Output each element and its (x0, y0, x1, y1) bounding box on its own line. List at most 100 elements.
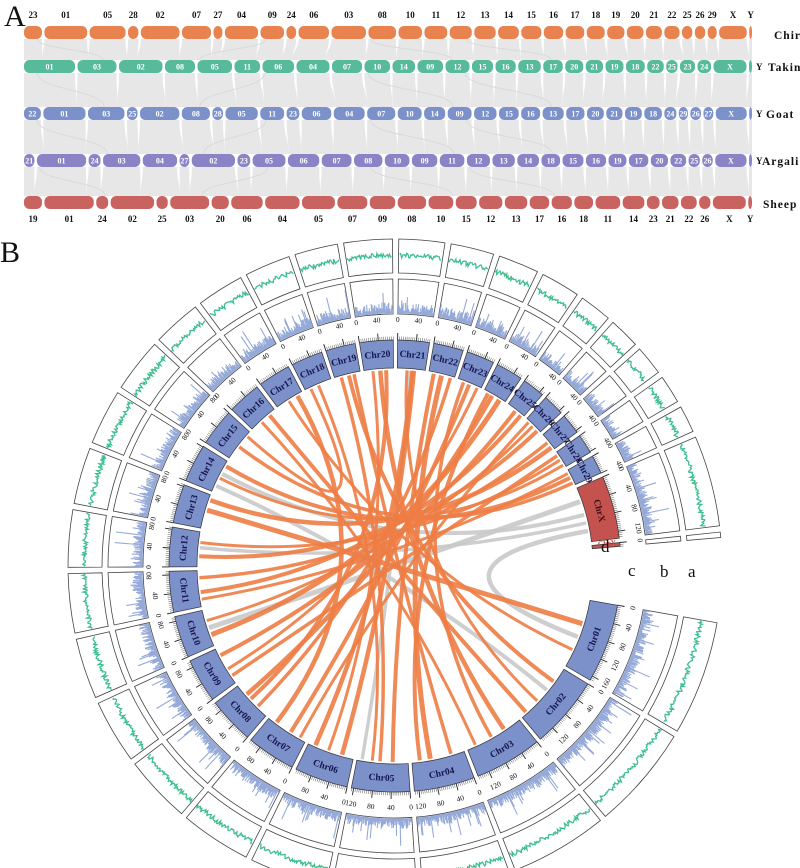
chr-segment-chiru-01 (44, 26, 88, 39)
chr-segment-sheep-20 (211, 196, 229, 209)
chr-segment-argali-22 (670, 154, 687, 167)
chr-segment-chiru-18 (586, 26, 605, 39)
tick-label-Chr29-40: 40 (614, 459, 625, 470)
synteny-link-gray (486, 528, 589, 639)
synteny-link-orange (199, 429, 539, 559)
chr-segment-label: 26 (696, 10, 706, 20)
synteny-ribbon (521, 120, 544, 154)
hist-track-box-Chr03 (487, 761, 576, 834)
chr-segment-label: 06 (242, 214, 252, 224)
synteny-ribbon (88, 39, 128, 60)
chr-segment-argali-14 (517, 154, 539, 167)
tick-label-Chr20-40: 40 (373, 315, 381, 325)
synteny-ribbon (493, 73, 517, 107)
major-ticks-Chr26 (545, 392, 565, 412)
chr-band-Chr02 (521, 668, 589, 740)
synteny-ribbon (707, 39, 719, 60)
chr-band-Chr05 (350, 759, 411, 793)
chr-segment-sheep-13 (504, 196, 528, 209)
chr-segment-label: 04 (278, 214, 288, 224)
synteny-cross-line (199, 72, 265, 108)
chr-segment-chiru-29 (707, 26, 717, 39)
chr-segment-label: 25 (683, 10, 693, 20)
chr-segment-label: 27 (704, 110, 712, 119)
chr-segment-sheep-09 (369, 196, 396, 209)
synteny-ribbon (608, 167, 629, 196)
synteny-ribbon (625, 73, 647, 107)
synteny-ribbon (383, 167, 411, 196)
chr-segment-label: 29 (708, 10, 718, 20)
major-ticks-Chr02 (552, 683, 595, 734)
chr-segment-takin-14 (392, 60, 415, 73)
chr-segment-label: 19 (611, 63, 619, 72)
tick-label-Chr19-0: 0 (316, 326, 323, 336)
chr-segment-label: 17 (549, 63, 557, 72)
minor-ticks-ChrY (619, 543, 624, 547)
chr-segment-label: 04 (156, 157, 164, 166)
gc-line-Chr17 (209, 290, 250, 316)
chr-segment-takin-16 (495, 60, 516, 73)
tick-label-Chr19-40: 40 (335, 321, 345, 332)
synteny-cross-line (36, 119, 108, 155)
chr-segment-takin-25 (666, 60, 678, 73)
chr-segment-label: 22 (652, 63, 660, 72)
chr-segment-label: 11 (448, 157, 456, 166)
chr-band-Chr17 (260, 366, 303, 408)
minor-ticks-Chr01 (590, 606, 621, 682)
chr-segment-label: 17 (535, 214, 545, 224)
chr-segment-goat-03 (87, 107, 125, 120)
minor-ticks-Chr22 (435, 340, 465, 351)
chr-segment-sheep-14 (622, 196, 645, 209)
synteny-link-orange (390, 373, 436, 763)
major-ticks-Chr04 (418, 777, 477, 798)
chr-segment-sheep-04 (265, 196, 300, 209)
chr-segment-label: 06 (274, 63, 282, 72)
chr-segment-label: 02 (128, 214, 138, 224)
synteny-ribbon (702, 167, 716, 196)
chr-segment-argali-13 (492, 154, 515, 167)
tick-label-Chr02-120: 120 (556, 732, 571, 746)
chr-segment-takin-15 (472, 60, 493, 73)
histogram-Chr10 (137, 623, 164, 672)
panel-b-letter: B (0, 236, 21, 269)
chr-segment-goat-23 (286, 107, 300, 120)
synteny-ribbon (127, 39, 139, 60)
chr-segment-argali-27 (179, 154, 190, 167)
chr-segment-label: 23 (649, 214, 659, 224)
synteny-link-orange (201, 472, 569, 601)
line-track-box-Chr12 (67, 509, 107, 568)
chr-band-Chr03 (467, 719, 538, 777)
tick-label-Chr21-40: 40 (414, 316, 423, 326)
synteny-ribbon (416, 73, 445, 107)
minor-ticks-ChrX (603, 477, 623, 538)
chr-band-Chr13 (172, 484, 211, 529)
chr-segment-sheep-17 (529, 196, 550, 209)
chr-segment-label: Y (756, 109, 763, 119)
chr-segment-takin-10 (364, 60, 390, 73)
chr-segment-argali-03 (103, 154, 141, 167)
tick-label-Chr10-0: 0 (169, 660, 179, 667)
chr-segment-sheep-18 (574, 196, 594, 209)
tick-label-Chr13-80: 80 (159, 474, 170, 484)
minor-ticks-Chr26 (546, 396, 564, 413)
chr-segment-argali-09 (411, 154, 438, 167)
chr-segment-label: 23 (289, 110, 297, 119)
chr-segment-label: 12 (486, 214, 496, 224)
synteny-ribbon (664, 73, 678, 107)
synteny-cross-line (367, 72, 454, 108)
synteny-cross-line (465, 38, 552, 61)
synteny-ribbon (189, 167, 239, 196)
chr-segment-argali-19 (608, 154, 627, 167)
chr-segment-goat-16 (521, 107, 541, 120)
chr-segment-chiru-07 (181, 26, 211, 39)
chr-segment-takin-09 (417, 60, 443, 73)
species-label-chiru: Chiru (774, 30, 800, 42)
minor-ticks-Chr18 (292, 348, 323, 365)
chr-segment-label: 11 (604, 214, 613, 224)
synteny-ribbon (516, 167, 541, 196)
synteny-ribbon (749, 120, 752, 154)
line-track-box-Chr17 (199, 277, 258, 332)
chr-segment-label: 15 (505, 110, 513, 119)
minor-ticks-Chr09 (187, 661, 212, 701)
